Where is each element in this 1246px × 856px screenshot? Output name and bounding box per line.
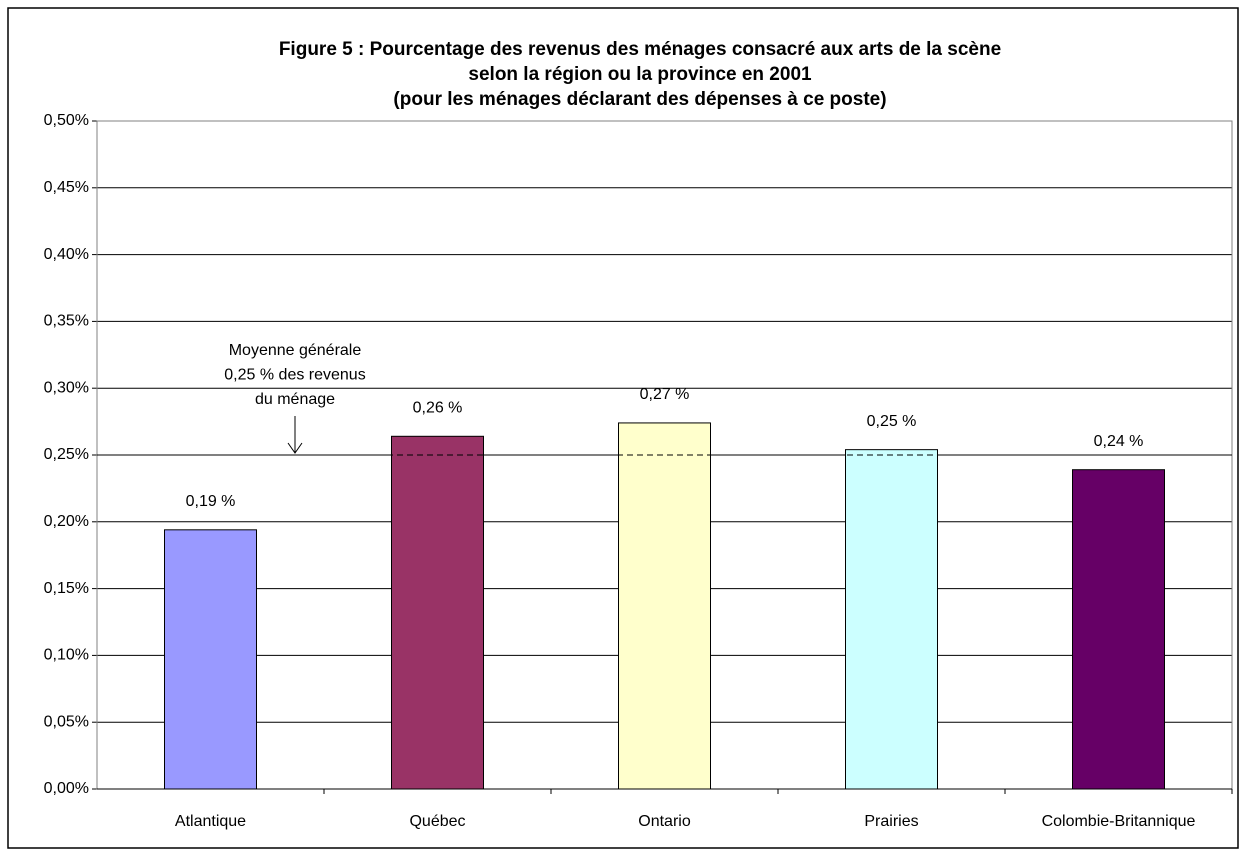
data-label: 0,26 % xyxy=(413,400,463,417)
x-tick-label: Colombie-Britannique xyxy=(1042,813,1196,830)
data-label: 0,19 % xyxy=(186,493,236,510)
bar xyxy=(845,449,938,790)
bar xyxy=(618,422,711,790)
y-tick-label: 0,30% xyxy=(44,379,89,396)
annotation: Moyenne générale xyxy=(229,342,362,359)
bar xyxy=(391,435,484,790)
y-tick-label: 0,35% xyxy=(44,313,89,330)
y-tick-label: 0,45% xyxy=(44,179,89,196)
data-label: 0,25 % xyxy=(867,413,917,430)
bar xyxy=(164,529,257,790)
y-tick-label: 0,50% xyxy=(44,112,89,129)
y-tick-label: 0,40% xyxy=(44,246,89,263)
data-label: 0,24 % xyxy=(1094,433,1144,450)
x-tick-label: Québec xyxy=(409,813,465,830)
chart-title: (pour les ménages déclarant des dépenses… xyxy=(393,89,886,110)
x-tick-label: Ontario xyxy=(638,813,691,830)
y-tick-label: 0,15% xyxy=(44,580,89,597)
y-tick-label: 0,10% xyxy=(44,647,89,664)
x-tick-label: Prairies xyxy=(864,813,918,830)
y-tick-label: 0,20% xyxy=(44,513,89,530)
chart-title: Figure 5 : Pourcentage des revenus des m… xyxy=(279,39,1001,60)
chart-title: selon la région ou la province en 2001 xyxy=(468,64,812,85)
x-tick-label: Atlantique xyxy=(175,813,246,830)
annotation: du ménage xyxy=(255,391,335,408)
bar xyxy=(1072,469,1165,790)
y-tick-label: 0,00% xyxy=(44,780,89,797)
annotation-arrow xyxy=(287,416,303,454)
y-tick-label: 0,25% xyxy=(44,446,89,463)
annotation: 0,25 % des revenus xyxy=(224,367,365,384)
y-tick-label: 0,05% xyxy=(44,713,89,730)
data-label: 0,27 % xyxy=(640,386,690,403)
